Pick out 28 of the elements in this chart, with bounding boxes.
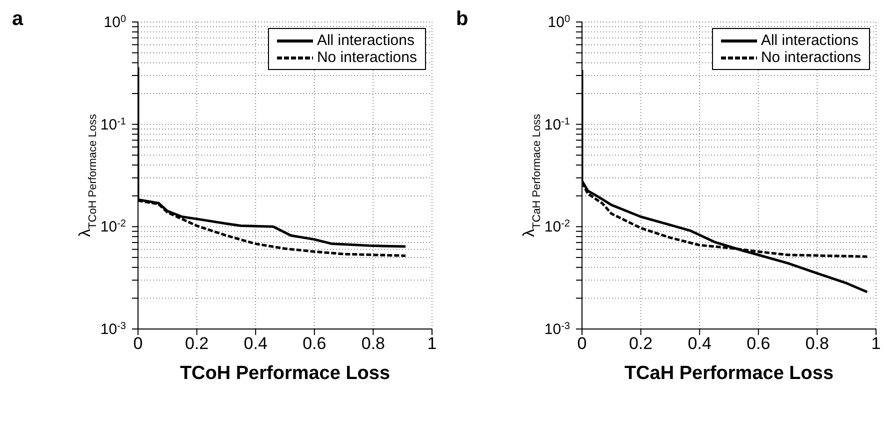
x-tick-label: 0 [133, 334, 143, 354]
y-tick-label: 10$^{-2}$ [544, 218, 570, 236]
legend-label: No interactions [316, 49, 417, 66]
chart-title: b [456, 8, 468, 31]
x-tick-label: 1 [871, 334, 881, 354]
x-tick-label: 1 [427, 334, 437, 354]
x-tick-label: 0.2 [184, 334, 209, 354]
y-tick-label: 10$^{-3}$ [544, 320, 570, 338]
legend-label: No interactions [760, 49, 861, 66]
y-tick-label: 10$^{-3}$ [100, 320, 126, 338]
legend-label: All interactions [760, 32, 858, 49]
x-tick-label: 0.2 [628, 334, 653, 354]
legend-label: All interactions [316, 32, 414, 49]
x-tick-label: 0.4 [688, 334, 712, 354]
x-tick-label: 0.6 [302, 334, 326, 354]
y-tick-label: 10$^{-2}$ [100, 218, 126, 236]
y-tick-label: 10$^{0}$ [104, 14, 126, 31]
x-tick-label: 0 [577, 334, 587, 354]
x-tick-label: 0.8 [361, 334, 386, 354]
x-axis-title: TCoH Performace Loss [180, 363, 390, 384]
x-axis-title: TCaH Performace Loss [624, 363, 834, 384]
y-tick-label: 10$^{-1}$ [544, 116, 570, 134]
y-tick-label: 10$^{-1}$ [100, 116, 126, 134]
x-tick-label: 0.8 [805, 334, 830, 354]
chart-title: a [12, 8, 24, 31]
y-tick-label: 10$^{0}$ [548, 14, 570, 31]
x-tick-label: 0.6 [746, 334, 770, 354]
x-tick-label: 0.4 [244, 334, 268, 354]
